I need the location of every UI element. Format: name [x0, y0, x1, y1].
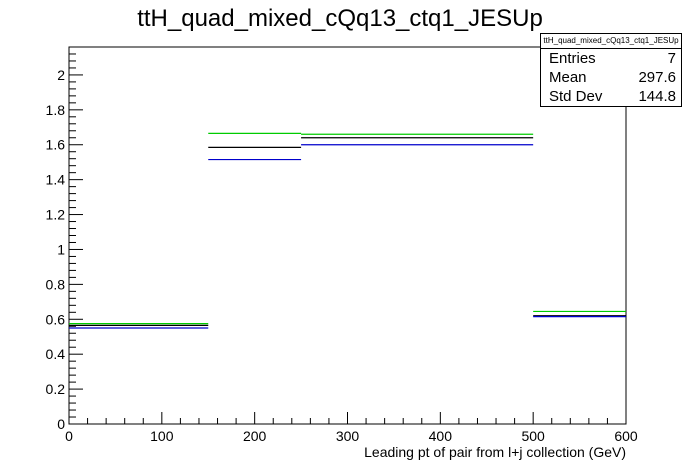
- y-tick-label: 1.6: [46, 137, 66, 153]
- series-1: [69, 137, 626, 326]
- stats-title: ttH_quad_mixed_cQq13_ctq1_JESUp: [541, 34, 681, 49]
- stats-mean-label: Mean: [549, 69, 587, 86]
- x-tick-label: 400: [429, 428, 453, 444]
- y-axis: 0 0.2 0.4 0.6 0.8 1 1.2 1.4 1.6 1.8 2: [46, 46, 83, 432]
- series-0: [69, 132, 626, 325]
- y-tick-label: 1.8: [46, 102, 66, 118]
- histogram-series: [69, 132, 626, 329]
- stats-box: ttH_quad_mixed_cQq13_ctq1_JESUp Entries …: [540, 33, 682, 107]
- y-tick-label: 1.4: [46, 172, 66, 188]
- y-tick-label: 0: [57, 416, 65, 432]
- stats-mean-row: Mean 297.6: [541, 68, 681, 87]
- chart-title: ttH_quad_mixed_cQq13_ctq1_JESUp: [137, 5, 543, 32]
- y-tick-label: 2: [57, 67, 65, 83]
- y-tick-label: 0.6: [46, 311, 66, 327]
- x-axis: 0 100 200 300 400 500 600: [65, 412, 638, 444]
- x-tick-label: 600: [614, 428, 638, 444]
- stats-entries-row: Entries 7: [541, 49, 681, 68]
- x-tick-label: 300: [336, 428, 360, 444]
- stats-stddev-label: Std Dev: [549, 88, 603, 105]
- y-tick-label: 1.2: [46, 207, 66, 223]
- x-tick-label: 100: [150, 428, 174, 444]
- series-2: [69, 144, 626, 329]
- x-tick-label: 500: [521, 428, 545, 444]
- stats-stddev-value: 144.8: [638, 88, 676, 105]
- x-tick-label: 0: [65, 428, 73, 444]
- stats-stddev-row: Std Dev 144.8: [541, 87, 681, 106]
- stats-entries-value: 7: [667, 50, 676, 67]
- y-tick-label: 0.4: [46, 346, 66, 362]
- y-tick-label: 0.8: [46, 276, 66, 292]
- x-axis-label: Leading pt of pair from l+j collection (…: [364, 444, 626, 460]
- y-tick-label: 0.2: [46, 381, 66, 397]
- y-tick-label: 1: [57, 241, 65, 257]
- stats-entries-label: Entries: [549, 50, 596, 67]
- stats-mean-value: 297.6: [638, 69, 676, 86]
- x-tick-label: 200: [243, 428, 267, 444]
